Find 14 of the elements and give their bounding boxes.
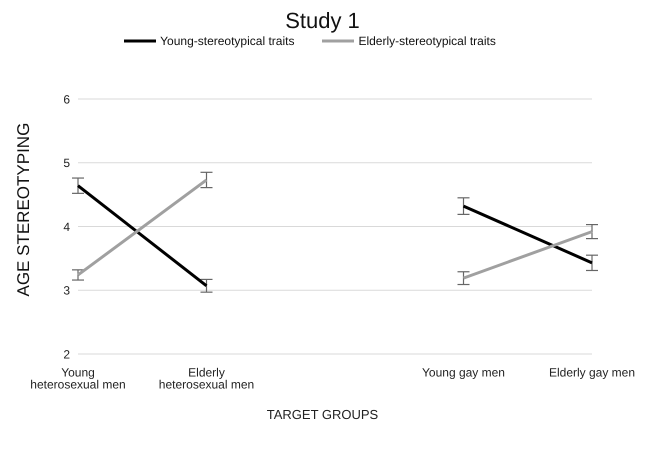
x-axis-title: TARGET GROUPS — [266, 407, 380, 422]
x-tick-label: Young heterosexual men — [30, 366, 126, 392]
x-tick-label: Elderly gay men — [548, 366, 636, 380]
legend-label: Elderly-stereotypical traits — [357, 34, 496, 48]
y-axis-title: AGE STEREOTYPING — [14, 122, 34, 296]
y-tick-label: 4 — [63, 220, 70, 234]
y-tick-label: 5 — [63, 156, 70, 170]
chart-title: Study 1 — [284, 8, 361, 34]
y-tick-label: 3 — [63, 284, 70, 298]
y-tick-label: 6 — [63, 92, 70, 106]
legend-label: Young-stereotypical traits — [159, 34, 294, 48]
x-tick-label: Elderly heterosexual men — [158, 366, 254, 392]
x-tick-label: Young gay men — [422, 366, 505, 380]
y-tick-label: 2 — [63, 347, 70, 362]
